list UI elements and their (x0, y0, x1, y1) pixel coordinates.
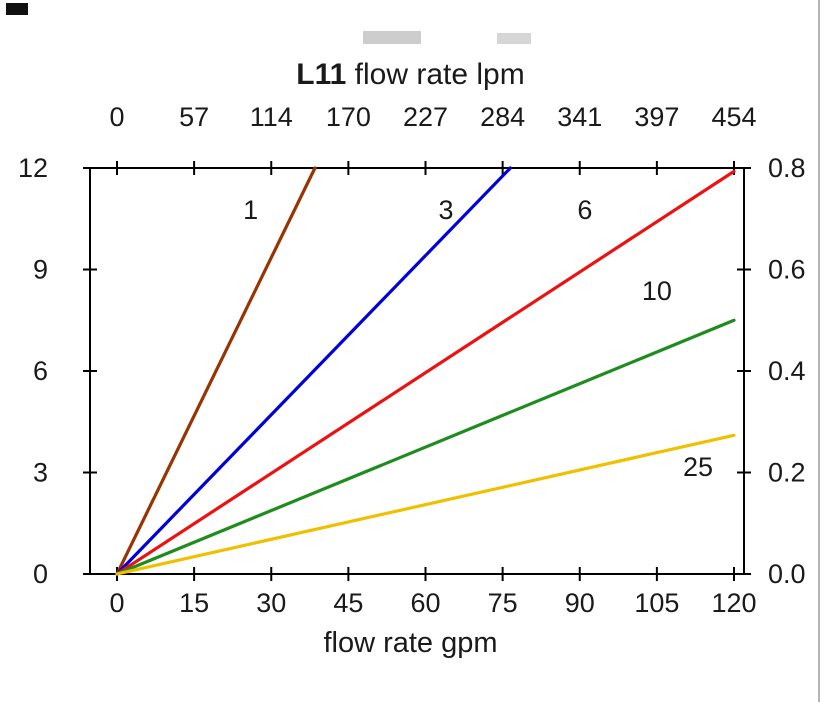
y-left-tick-label: 9 (33, 255, 48, 285)
x-top-tick-label: 284 (480, 102, 525, 132)
x-top-tick-label: 170 (326, 102, 371, 132)
y-right-tick-label: 0.6 (768, 255, 806, 285)
x-bottom-tick-label: 30 (256, 588, 286, 618)
x-top-tick-label: 57 (179, 102, 209, 132)
y-left-tick-label: 6 (33, 356, 48, 386)
scan-artifact-corner (6, 3, 28, 15)
y-right-tick-label: 0.4 (768, 356, 806, 386)
chart-title: L11 flow rate lpm (296, 58, 524, 91)
x-top-tick-label: 341 (557, 102, 602, 132)
y-left-tick-label: 12 (18, 153, 48, 183)
x-top-tick-label: 0 (109, 102, 124, 132)
scan-artifact-smudge (363, 31, 421, 44)
x-bottom-tick-label: 120 (711, 588, 756, 618)
page-edge-line (818, 0, 820, 702)
series-line-6 (115, 169, 736, 576)
x-bottom-tick-label: 60 (410, 588, 440, 618)
x-bottom-tick-label: 75 (488, 588, 518, 618)
chart-title-rest: flow rate lpm (346, 58, 524, 91)
series-label-6: 6 (577, 195, 592, 225)
y-right-tick-label: 0.0 (768, 559, 806, 589)
series-line-10 (115, 318, 736, 576)
x-bottom-tick-label: 0 (109, 588, 124, 618)
series-label-3: 3 (439, 195, 454, 225)
scan-artifact-smudge (497, 33, 531, 44)
y-left-tick-label: 3 (33, 458, 48, 488)
x-top-tick-label: 397 (634, 102, 679, 132)
chart-title-bold: L11 (296, 58, 346, 91)
series-label-10: 10 (642, 276, 672, 306)
y-right-tick-label: 0.2 (768, 458, 806, 488)
y-left-tick-label: 0 (33, 559, 48, 589)
y-right-tick-label: 0.8 (768, 153, 806, 183)
x-top-tick-label: 227 (403, 102, 448, 132)
x-bottom-tick-label: 15 (179, 588, 209, 618)
series-line-25 (115, 433, 736, 576)
x-bottom-tick-label: 90 (565, 588, 595, 618)
x-axis-label: flow rate gpm (323, 627, 497, 659)
series-label-25: 25 (683, 452, 713, 482)
x-top-tick-label: 454 (711, 102, 756, 132)
series-label-1: 1 (243, 195, 258, 225)
series-line-1 (115, 166, 317, 576)
x-bottom-tick-label: 105 (634, 588, 679, 618)
x-bottom-tick-label: 45 (333, 588, 363, 618)
series-line-3 (115, 166, 512, 576)
x-top-tick-label: 114 (250, 102, 293, 132)
